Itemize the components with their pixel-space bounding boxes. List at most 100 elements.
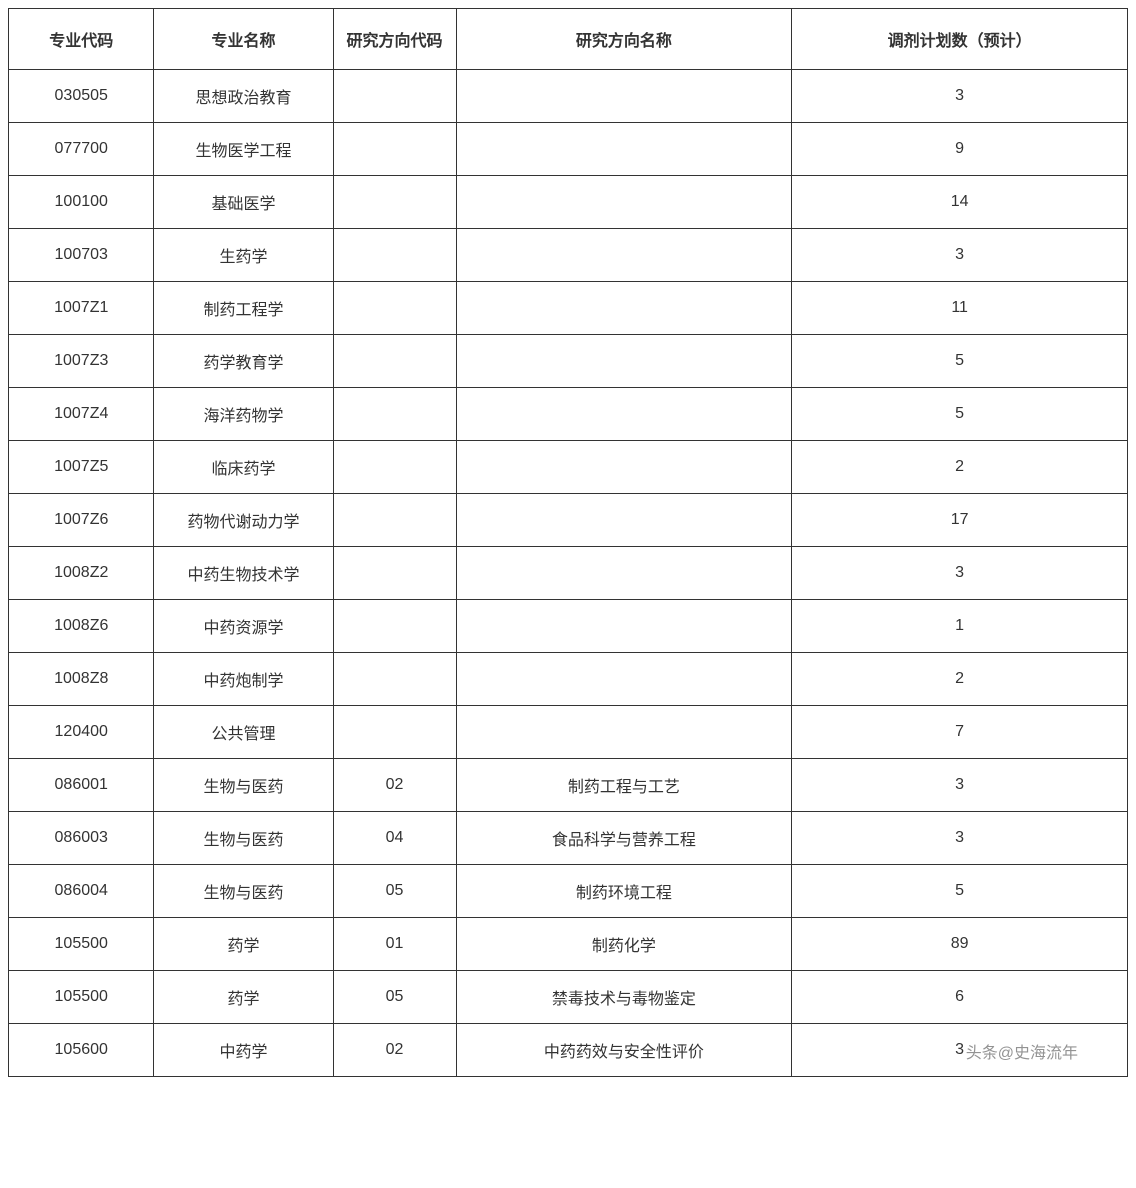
table-cell — [456, 547, 792, 600]
header-major-name: 专业名称 — [154, 9, 333, 70]
table-cell: 1007Z4 — [9, 388, 154, 441]
table-cell: 7 — [792, 706, 1128, 759]
table-cell: 公共管理 — [154, 706, 333, 759]
table-cell: 05 — [333, 971, 456, 1024]
table-row: 086003生物与医药04食品科学与营养工程3 — [9, 812, 1128, 865]
table-cell: 中药生物技术学 — [154, 547, 333, 600]
table-cell: 89 — [792, 918, 1128, 971]
table-cell — [333, 388, 456, 441]
table-cell: 药学教育学 — [154, 335, 333, 388]
table-cell: 食品科学与营养工程 — [456, 812, 792, 865]
table-row: 105600中药学02中药药效与安全性评价3 — [9, 1024, 1128, 1077]
table-cell: 086001 — [9, 759, 154, 812]
header-direction-name: 研究方向名称 — [456, 9, 792, 70]
table-cell: 生物与医药 — [154, 759, 333, 812]
table-cell — [456, 706, 792, 759]
table-cell — [333, 70, 456, 123]
table-cell: 105500 — [9, 971, 154, 1024]
table-cell: 100100 — [9, 176, 154, 229]
table-cell: 3 — [792, 759, 1128, 812]
table-cell — [333, 123, 456, 176]
table-cell: 3 — [792, 70, 1128, 123]
table-cell: 临床药学 — [154, 441, 333, 494]
table-cell: 5 — [792, 388, 1128, 441]
table-cell — [333, 229, 456, 282]
table-cell: 制药环境工程 — [456, 865, 792, 918]
table-cell: 1008Z2 — [9, 547, 154, 600]
table-cell: 药学 — [154, 918, 333, 971]
table-cell: 086004 — [9, 865, 154, 918]
table-cell: 086003 — [9, 812, 154, 865]
table-cell: 3 — [792, 1024, 1128, 1077]
table-row: 1008Z2中药生物技术学 3 — [9, 547, 1128, 600]
table-cell — [456, 229, 792, 282]
table-cell: 077700 — [9, 123, 154, 176]
table-cell — [456, 335, 792, 388]
table-cell: 105600 — [9, 1024, 154, 1077]
table-cell — [333, 494, 456, 547]
table-cell: 04 — [333, 812, 456, 865]
table-cell — [333, 600, 456, 653]
table-cell: 1 — [792, 600, 1128, 653]
table-header-row: 专业代码 专业名称 研究方向代码 研究方向名称 调剂计划数（预计） — [9, 9, 1128, 70]
table-cell: 1007Z3 — [9, 335, 154, 388]
table-cell: 100703 — [9, 229, 154, 282]
table-cell: 5 — [792, 865, 1128, 918]
table-cell: 2 — [792, 653, 1128, 706]
table-cell: 1007Z1 — [9, 282, 154, 335]
table-cell: 5 — [792, 335, 1128, 388]
table-row: 100100基础医学14 — [9, 176, 1128, 229]
table-body: 030505思想政治教育3077700生物医学工程9100100基础医学1410… — [9, 70, 1128, 1077]
table-row: 086004生物与医药05制药环境工程5 — [9, 865, 1128, 918]
table-cell: 中药资源学 — [154, 600, 333, 653]
table-row: 1007Z1制药工程学 11 — [9, 282, 1128, 335]
table-cell: 2 — [792, 441, 1128, 494]
table-cell: 6 — [792, 971, 1128, 1024]
table-row: 105500药学05禁毒技术与毒物鉴定6 — [9, 971, 1128, 1024]
table-cell: 030505 — [9, 70, 154, 123]
table-cell: 制药工程学 — [154, 282, 333, 335]
table-cell: 中药炮制学 — [154, 653, 333, 706]
table-cell: 11 — [792, 282, 1128, 335]
table-cell — [456, 282, 792, 335]
table-cell — [333, 441, 456, 494]
table-cell — [456, 441, 792, 494]
table-cell — [456, 494, 792, 547]
table-cell: 药物代谢动力学 — [154, 494, 333, 547]
table-cell: 思想政治教育 — [154, 70, 333, 123]
table-cell: 生物医学工程 — [154, 123, 333, 176]
table-row: 105500药学01制药化学89 — [9, 918, 1128, 971]
table-cell — [333, 282, 456, 335]
table-cell — [456, 388, 792, 441]
table-cell: 3 — [792, 812, 1128, 865]
table-cell: 中药药效与安全性评价 — [456, 1024, 792, 1077]
table-cell: 1008Z8 — [9, 653, 154, 706]
table-cell: 制药化学 — [456, 918, 792, 971]
table-cell — [456, 123, 792, 176]
table-container: 专业代码 专业名称 研究方向代码 研究方向名称 调剂计划数（预计） 030505… — [8, 8, 1128, 1077]
table-row: 1007Z6药物代谢动力学17 — [9, 494, 1128, 547]
table-cell: 02 — [333, 1024, 456, 1077]
table-cell: 3 — [792, 547, 1128, 600]
table-cell: 05 — [333, 865, 456, 918]
table-row: 086001生物与医药02制药工程与工艺3 — [9, 759, 1128, 812]
table-cell: 9 — [792, 123, 1128, 176]
table-cell — [333, 176, 456, 229]
table-cell: 1007Z5 — [9, 441, 154, 494]
table-cell: 120400 — [9, 706, 154, 759]
data-table: 专业代码 专业名称 研究方向代码 研究方向名称 调剂计划数（预计） 030505… — [8, 8, 1128, 1077]
table-cell: 105500 — [9, 918, 154, 971]
header-direction-code: 研究方向代码 — [333, 9, 456, 70]
header-major-code: 专业代码 — [9, 9, 154, 70]
table-row: 1007Z3药学教育学 5 — [9, 335, 1128, 388]
table-cell — [456, 70, 792, 123]
table-cell: 生物与医药 — [154, 812, 333, 865]
table-row: 100703生药学3 — [9, 229, 1128, 282]
table-cell: 1007Z6 — [9, 494, 154, 547]
table-cell — [333, 653, 456, 706]
table-cell — [333, 335, 456, 388]
table-cell: 生物与医药 — [154, 865, 333, 918]
table-row: 030505思想政治教育 3 — [9, 70, 1128, 123]
table-row: 1008Z8中药炮制学 2 — [9, 653, 1128, 706]
table-cell: 中药学 — [154, 1024, 333, 1077]
